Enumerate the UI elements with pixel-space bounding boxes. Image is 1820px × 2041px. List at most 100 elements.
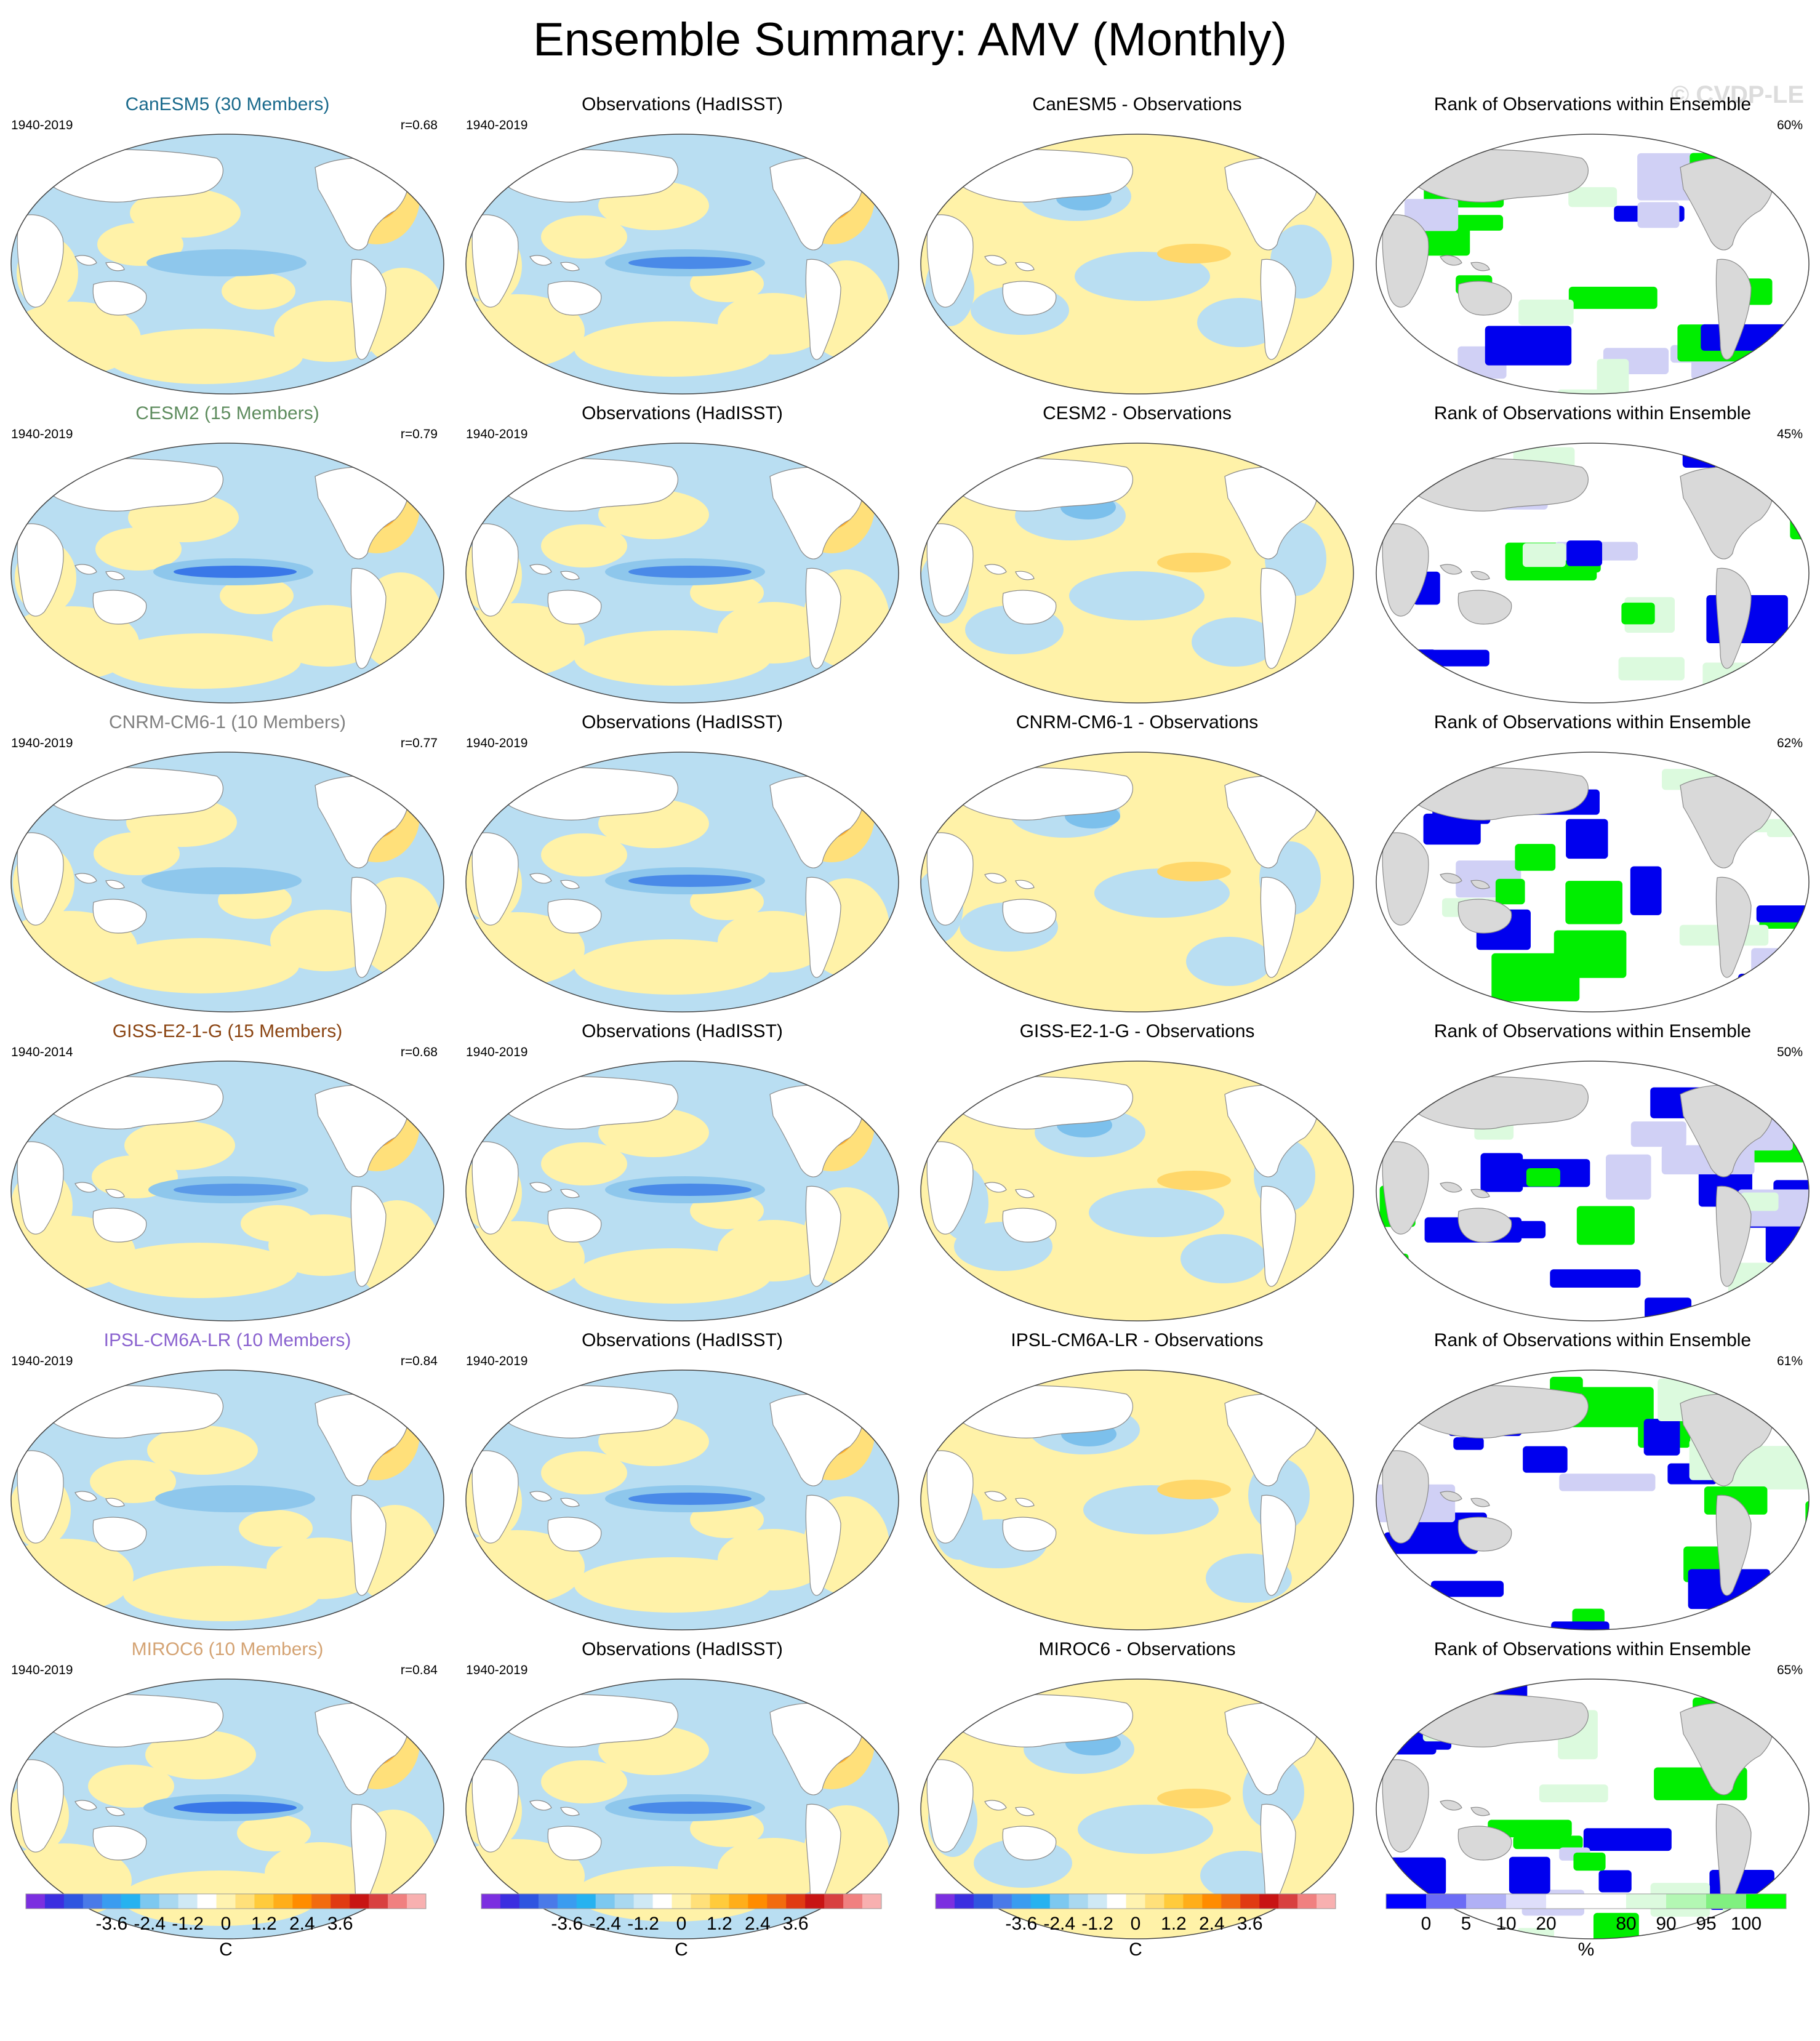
colorbar-unit: % <box>1577 1939 1595 1960</box>
diff-panel: CESM2 - Observations <box>910 401 1365 710</box>
colorbar-swatch <box>1145 1894 1165 1909</box>
colorbar-swatch <box>1068 1894 1089 1909</box>
colorbar-swatch <box>273 1894 293 1909</box>
colorbar-swatch <box>1426 1894 1467 1909</box>
colorbar-swatch <box>576 1894 596 1909</box>
diff-panel-title: MIROC6 - Observations <box>1038 1639 1236 1659</box>
rank-percent: 65% <box>1776 1663 1803 1677</box>
pattern-correlation: r=0.68 <box>400 1045 438 1059</box>
pattern-correlation: r=0.79 <box>400 427 438 441</box>
period-label: 1940-2019 <box>466 1045 528 1059</box>
period-label: 1940-2019 <box>11 427 73 441</box>
colorbar-swatch <box>519 1894 539 1909</box>
colorbar: -3.6 -2.4 -1.2 0 1.2 2.4 3.6 C <box>934 1893 1341 1967</box>
rank-panel: Rank of Observations within Ensemble 45% <box>1365 401 1820 710</box>
rank-map <box>1376 443 1810 704</box>
colorbar-swatch <box>1240 1894 1260 1909</box>
colorbar-swatch <box>481 1894 501 1909</box>
colorbar-swatch <box>1317 1894 1336 1909</box>
colorbar-tick-label: 95 <box>1696 1914 1717 1934</box>
colorbar-unit: C <box>219 1939 233 1960</box>
colorbar-swatch <box>1107 1894 1127 1909</box>
colorbar-swatch <box>595 1894 615 1909</box>
diff-map <box>920 1061 1354 1321</box>
colorbar-tick-label: -1.2 <box>1081 1914 1113 1934</box>
colorbar-swatch <box>671 1894 691 1909</box>
colorbar-swatch <box>1626 1894 1667 1909</box>
diff-panel: CNRM-CM6-1 - Observations <box>910 710 1365 1019</box>
colorbar-swatch <box>992 1894 1012 1909</box>
obs-panel-title: Observations (HadISST) <box>582 403 783 423</box>
model-panel: CESM2 (15 Members) 1940-2019 r=0.79 <box>0 401 455 710</box>
rank-panel-title: Rank of Observations within Ensemble <box>1433 1330 1752 1350</box>
period-label: 1940-2019 <box>11 118 73 132</box>
colorbar-tick-label: -2.4 <box>589 1914 622 1934</box>
rank-panel-title: Rank of Observations within Ensemble <box>1433 1021 1752 1041</box>
rank-percent: 62% <box>1776 736 1803 750</box>
colorbar-swatch <box>1126 1894 1145 1909</box>
rank-map <box>1376 134 1810 395</box>
rank-panel-title: Rank of Observations within Ensemble <box>1433 1639 1752 1659</box>
model-panel-title: CESM2 (15 Members) <box>135 403 319 423</box>
colorbar-swatch <box>973 1894 993 1909</box>
colorbar-tick-label: 2.4 <box>289 1914 315 1934</box>
colorbar-swatch <box>614 1894 635 1909</box>
pattern-correlation: r=0.77 <box>400 736 438 750</box>
colorbar-swatch <box>121 1894 141 1909</box>
colorbar-swatches <box>1385 1893 1787 1909</box>
period-label: 1940-2019 <box>11 1354 73 1368</box>
colorbar-swatch <box>331 1894 350 1909</box>
colorbar-swatch <box>216 1894 236 1909</box>
colorbar-tick-label: 10 <box>1496 1914 1517 1934</box>
colorbar-tick-label: 5 <box>1461 1914 1472 1934</box>
colorbar-swatch <box>862 1894 882 1909</box>
period-label: 1940-2019 <box>466 427 528 441</box>
colorbar-swatch <box>710 1894 729 1909</box>
rank-panel-title: Rank of Observations within Ensemble <box>1433 403 1752 423</box>
colorbar-tick-label: 1.2 <box>707 1914 732 1934</box>
rank-panel: Rank of Observations within Ensemble 62% <box>1365 710 1820 1019</box>
colorbar-tick-label: -3.6 <box>1005 1914 1038 1934</box>
obs-panel-title: Observations (HadISST) <box>582 712 783 732</box>
colorbar-swatch <box>63 1894 84 1909</box>
diff-map <box>920 134 1354 395</box>
colorbar-swatch <box>1221 1894 1241 1909</box>
colorbar-swatch <box>936 1894 955 1909</box>
colorbar-swatch <box>1183 1894 1203 1909</box>
period-label: 1940-2019 <box>11 736 73 750</box>
period-label: 1940-2019 <box>466 1354 528 1368</box>
colorbar-swatch <box>159 1894 179 1909</box>
rank-percent: 61% <box>1776 1354 1803 1368</box>
rank-map <box>1376 1061 1810 1321</box>
rank-panel: Rank of Observations within Ensemble 60% <box>1365 92 1820 401</box>
rank-panel-title: Rank of Observations within Ensemble <box>1433 94 1752 114</box>
diff-panel: GISS-E2-1-G - Observations <box>910 1019 1365 1328</box>
diff-panel: CanESM5 - Observations <box>910 92 1365 401</box>
obs-map <box>465 134 899 395</box>
colorbar-swatch <box>44 1894 65 1909</box>
obs-panel-title: Observations (HadISST) <box>582 1021 783 1041</box>
colorbar-swatch <box>292 1894 312 1909</box>
obs-map <box>465 1061 899 1321</box>
colorbar-swatch <box>1202 1894 1222 1909</box>
rank-map <box>1376 752 1810 1012</box>
colorbar-tick-label: 0 <box>1130 1914 1141 1934</box>
obs-map <box>465 752 899 1012</box>
obs-panel: Observations (HadISST) 1940-2019 <box>455 1019 910 1328</box>
colorbar-swatch <box>557 1894 577 1909</box>
colorbar-swatch <box>1746 1894 1787 1909</box>
colorbar-swatch <box>1278 1894 1298 1909</box>
colorbar-unit: C <box>675 1939 688 1960</box>
colorbar-tick-label: 3.6 <box>327 1914 353 1934</box>
model-map <box>10 1061 444 1321</box>
pattern-correlation: r=0.84 <box>400 1663 438 1677</box>
rank-panel: Rank of Observations within Ensemble 61% <box>1365 1328 1820 1637</box>
colorbar-swatch <box>140 1894 160 1909</box>
colorbar-tick-label: 80 <box>1616 1914 1637 1934</box>
colorbar-swatch <box>1011 1894 1032 1909</box>
pattern-correlation: r=0.68 <box>400 118 438 132</box>
model-panel: GISS-E2-1-G (15 Members) 1940-2014 r=0.68 <box>0 1019 455 1328</box>
model-panel-title: MIROC6 (10 Members) <box>131 1639 324 1659</box>
rank-percent: 45% <box>1776 427 1803 441</box>
colorbar-swatch <box>407 1894 427 1909</box>
